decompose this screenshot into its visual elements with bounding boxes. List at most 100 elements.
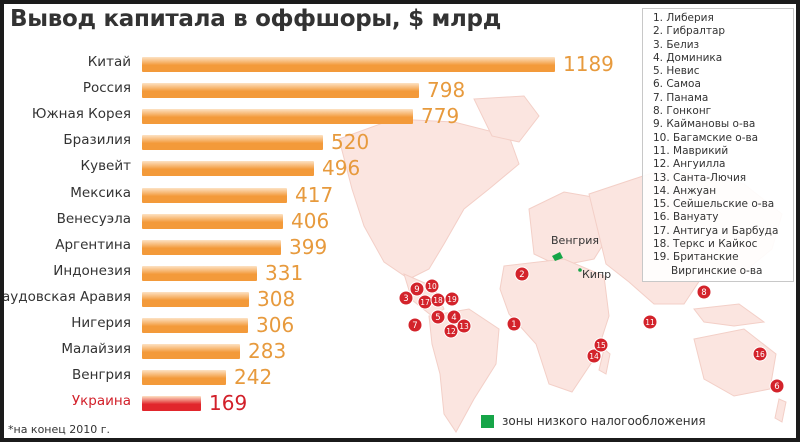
- offshore-list-item: 9. Каймановы о-ва: [653, 118, 756, 131]
- offshore-marker: 14: [586, 348, 602, 364]
- offshore-list-item: 15. Сейшельские о-ва: [653, 198, 775, 211]
- map-legend: зоны низкого налогообложения: [481, 414, 706, 428]
- bar: [142, 213, 283, 229]
- offshore-marker-number: 17: [420, 298, 430, 307]
- category-label: Бразилия: [63, 132, 131, 149]
- category-label: Саудовская Аравия: [4, 288, 131, 305]
- offshore-list-item: 6. Самоа: [653, 78, 701, 91]
- north-america-shape: [338, 118, 520, 280]
- category-label: Венгрия: [72, 367, 131, 384]
- map-label-cyprus: Кипр: [582, 268, 612, 281]
- bar: [142, 370, 226, 386]
- bar: [142, 265, 257, 281]
- category-label: Малайзия: [61, 341, 131, 358]
- offshore-list-item: 16. Вануату: [653, 211, 719, 224]
- offshore-marker: 3: [398, 290, 414, 306]
- offshore-marker-number: 18: [433, 296, 443, 305]
- offshore-marker-number: 2: [519, 270, 524, 280]
- offshore-marker-number: 16: [755, 350, 765, 359]
- offshore-marker: 6: [769, 378, 785, 394]
- offshore-list-item: 14. Анжуан: [653, 184, 717, 197]
- offshore-list-item: 5. Невис: [653, 65, 700, 78]
- category-label: Мексика: [70, 184, 131, 201]
- value-label: 242: [234, 365, 273, 390]
- offshore-marker-number: 7: [412, 321, 417, 331]
- offshore-marker-number: 1: [511, 320, 516, 330]
- offshore-marker-number: 3: [403, 294, 408, 304]
- value-label: 406: [291, 208, 330, 233]
- chart-title: Вывод капитала в оффшоры, $ млрд: [10, 6, 501, 32]
- map-label-hungary: Венгрия: [551, 234, 600, 247]
- offshore-marker-number: 8: [701, 288, 706, 298]
- offshore-marker: 11: [642, 314, 658, 330]
- offshore-list-item: 10. Багамские о-ва: [653, 131, 759, 144]
- offshore-marker-number: 4: [451, 313, 456, 323]
- value-label: 417: [295, 182, 334, 207]
- south-america-shape: [428, 308, 500, 433]
- low-tax-zone-swatch: [481, 414, 494, 428]
- offshore-list-item: 19. Британские: [653, 251, 739, 264]
- new-zealand-shape: [774, 398, 787, 423]
- offshore-marker-number: 14: [589, 352, 599, 361]
- offshore-list-item: 13. Санта-Лючия: [653, 171, 747, 184]
- value-label: 798: [427, 78, 466, 103]
- offshore-marker: 15: [593, 337, 609, 353]
- offshore-list-item: 12. Ангуилла: [653, 158, 726, 171]
- offshore-list-item: 1. Либерия: [653, 12, 714, 24]
- value-label: 399: [289, 234, 328, 259]
- sea-islands-shape: [693, 303, 766, 327]
- offshore-legend: 1. Либерия 2. Гибралтар 3. Белиз 4. Доминик…: [642, 8, 794, 282]
- bar: [142, 83, 419, 99]
- africa-shape: [499, 258, 610, 393]
- offshore-marker-number: 12: [446, 327, 456, 336]
- category-label: Индонезия: [53, 262, 131, 279]
- hungary-zone: [552, 252, 563, 261]
- bar: [142, 396, 201, 412]
- bar: [142, 109, 413, 125]
- offshore-marker: 10: [424, 278, 440, 294]
- offshore-marker: 5: [430, 309, 446, 325]
- value-label: 306: [256, 313, 295, 337]
- offshore-marker-number: 15: [596, 341, 606, 350]
- greenland-shape: [473, 95, 540, 143]
- australia-shape: [693, 328, 777, 397]
- bar: [142, 187, 287, 203]
- offshore-marker: 4: [446, 309, 462, 325]
- infographic: 1 2 3 4 5 6 7 8 9 10 11 12 13 14 15 16 17 18 19 Вывод капи…: [4, 4, 796, 438]
- offshore-list-item: 4. Доминика: [653, 51, 723, 64]
- category-label: Россия: [82, 80, 131, 97]
- value-label: 1189: [563, 52, 614, 76]
- cyprus-dot: [578, 268, 582, 272]
- offshore-marker: 18: [430, 292, 446, 308]
- offshore-marker: 17: [417, 294, 433, 310]
- category-label: Нигерия: [71, 315, 131, 331]
- offshore-list-item: 18. Теркс и Кайкос: [653, 238, 758, 251]
- offshore-list-item: 11. Маврикий: [653, 144, 729, 157]
- bar: [142, 344, 240, 360]
- category-label: Украина: [71, 393, 131, 410]
- offshore-marker-number: 11: [645, 318, 655, 327]
- category-label: Аргентина: [55, 236, 131, 253]
- value-label: 331: [265, 260, 304, 285]
- bar: [142, 291, 249, 307]
- footnote: *на конец 2010 г.: [8, 423, 111, 436]
- value-label: 283: [248, 339, 287, 364]
- offshore-marker: 7: [407, 317, 423, 333]
- madagascar-shape: [598, 348, 611, 375]
- value-label: 779: [421, 104, 460, 129]
- offshore-list-item: Виргинские о-ва: [671, 264, 763, 277]
- value-label: 308: [257, 286, 296, 311]
- category-label: Кувейт: [80, 158, 131, 175]
- offshore-list-item: 8. Гонконг: [653, 105, 712, 118]
- bar: [142, 161, 314, 177]
- category-label: Южная Корея: [31, 106, 131, 123]
- offshore-marker: 2: [514, 266, 530, 282]
- offshore-list: 1. Либерия 2. Гибралтар 3. Белиз 4. Доминик…: [643, 9, 793, 278]
- offshore-marker-number: 6: [774, 382, 779, 392]
- offshore-list-item: 7. Панама: [653, 91, 709, 104]
- offshore-marker: 16: [752, 346, 768, 362]
- offshore-marker: 12: [443, 323, 459, 339]
- offshore-marker: 19: [444, 291, 460, 307]
- value-label: 496: [322, 156, 361, 181]
